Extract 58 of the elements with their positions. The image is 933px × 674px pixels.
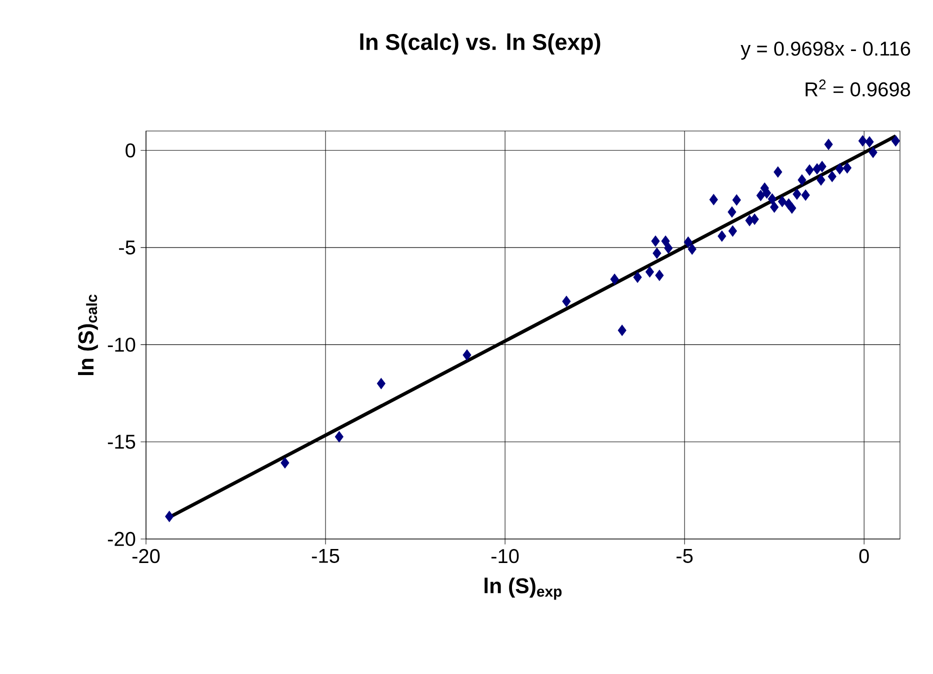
text: y = 0.9698x - 0.116: [740, 42, 910, 60]
point: [376, 378, 386, 390]
chart-title: ln S(calc) vs. ln S(exp): [360, 33, 600, 55]
point: [652, 248, 662, 259]
point: [728, 225, 737, 237]
x-tick-label: -20: [132, 549, 160, 564]
point: [868, 146, 878, 158]
point: [805, 164, 814, 176]
point: [651, 236, 660, 247]
point: [756, 190, 765, 202]
point: [778, 196, 786, 208]
point: [801, 190, 810, 201]
point: [828, 170, 836, 182]
text: R$^{2}$ = 0.9698: [806, 80, 910, 96]
point: [684, 236, 692, 248]
point: [750, 214, 759, 225]
y-axis-title: ln (S)$_{calc}$: [78, 294, 98, 376]
point: [618, 324, 626, 336]
point: [816, 174, 826, 186]
y-tick-label: -20: [108, 532, 136, 546]
point: [645, 266, 654, 278]
x-tick-label: -5: [676, 549, 693, 563]
x-tick-label: -15: [312, 549, 340, 563]
point: [610, 274, 619, 285]
x-tick-label: -10: [491, 549, 519, 564]
point: [768, 193, 776, 205]
x-axis-title: ln (S)$_{exp}$: [484, 578, 562, 600]
point: [165, 510, 174, 522]
point: [655, 270, 664, 281]
y-tick-label: 0: [126, 143, 136, 158]
y-tick-label: -15: [108, 434, 136, 449]
point: [709, 194, 718, 206]
point: [633, 272, 642, 283]
point: [732, 194, 741, 206]
y-tick-label: -5: [119, 240, 136, 255]
point: [280, 457, 290, 468]
x-tick-label: 0: [859, 549, 869, 564]
point: [334, 431, 344, 442]
point: [818, 160, 826, 172]
y-tick-label: -10: [108, 338, 136, 352]
point: [562, 296, 571, 307]
point: [792, 188, 802, 200]
point: [865, 136, 874, 148]
point: [774, 166, 782, 178]
point: [788, 202, 796, 214]
point: [824, 138, 833, 150]
point: [770, 202, 779, 213]
point: [718, 230, 726, 242]
point: [664, 242, 673, 254]
point: [661, 236, 670, 247]
point: [858, 135, 867, 146]
point: [728, 206, 736, 218]
point: [688, 244, 696, 255]
point: [842, 162, 852, 174]
point: [835, 163, 844, 174]
point: [798, 174, 806, 186]
point: [891, 135, 900, 146]
point: [462, 349, 472, 361]
